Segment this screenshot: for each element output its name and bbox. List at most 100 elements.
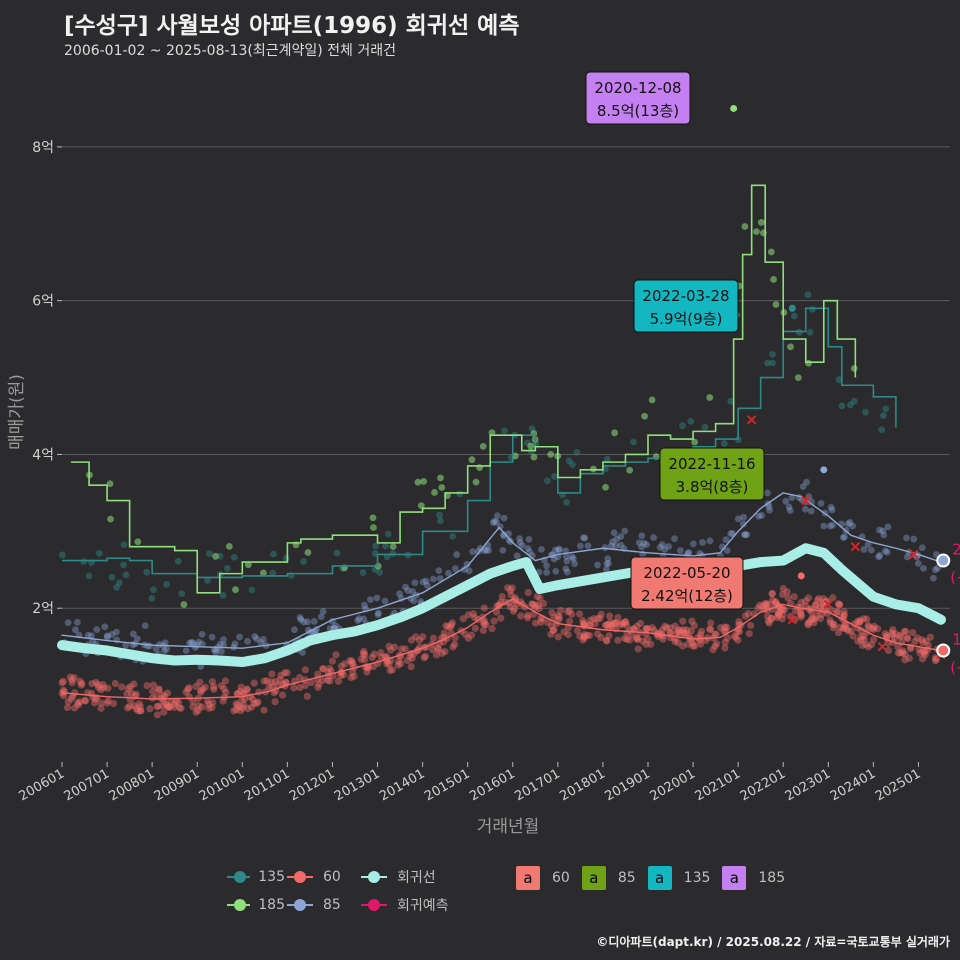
scatter-point-60 xyxy=(296,673,304,682)
scatter-point-60 xyxy=(464,634,472,642)
scatter-point-85 xyxy=(182,647,190,655)
scatter-point-60 xyxy=(811,615,819,623)
scatter-point-60 xyxy=(688,639,697,647)
scatter-point-60 xyxy=(860,615,868,623)
scatter-point-85 xyxy=(402,583,409,591)
scatter-point-85 xyxy=(212,649,220,656)
scatter-point-60 xyxy=(924,641,932,650)
scatter-point-60 xyxy=(922,637,930,645)
scatter-point-135 xyxy=(223,565,231,572)
scatter-point-60 xyxy=(904,634,912,643)
scatter-point-60 xyxy=(684,640,692,648)
scatter-point-60 xyxy=(897,633,905,641)
scatter-point-60 xyxy=(623,621,631,630)
scatter-point-135 xyxy=(148,594,156,602)
scatter-point-60 xyxy=(911,637,919,646)
scatter-point-60 xyxy=(786,612,795,620)
scatter-point-60 xyxy=(735,627,744,636)
scatter-point-85 xyxy=(259,635,267,643)
scatter-point-60 xyxy=(614,636,622,644)
scatter-point-135 xyxy=(847,401,854,409)
scatter-point-60 xyxy=(744,610,752,618)
scatter-point-60 xyxy=(301,681,309,690)
scatter-point-60 xyxy=(377,649,385,657)
scatter-point-60 xyxy=(867,640,876,649)
scatter-point-60 xyxy=(550,613,558,622)
scatter-point-60 xyxy=(834,600,842,608)
x-tick-label: 202001 xyxy=(648,766,698,804)
scatter-point-60 xyxy=(240,701,248,709)
scatter-point-85 xyxy=(562,565,570,573)
scatter-point-60 xyxy=(544,618,552,626)
scatter-point-60 xyxy=(492,608,501,616)
scatter-point-135 xyxy=(436,517,444,525)
scatter-point-135 xyxy=(384,530,392,538)
scatter-point-60 xyxy=(198,703,206,711)
scatter-point-60 xyxy=(278,691,287,699)
scatter-point-85 xyxy=(638,532,646,540)
scatter-point-60 xyxy=(170,700,179,708)
scatter-point-60 xyxy=(407,636,416,644)
scatter-point-60 xyxy=(564,608,572,616)
forecast-mark xyxy=(850,542,861,552)
scatter-point-60 xyxy=(64,698,72,706)
scatter-point-60 xyxy=(779,584,787,593)
scatter-point-85 xyxy=(607,542,615,550)
scatter-point-85 xyxy=(881,547,889,555)
scatter-point-85 xyxy=(918,544,926,552)
scatter-point-60 xyxy=(783,588,791,596)
scatter-point-135 xyxy=(205,550,213,558)
scatter-point-85 xyxy=(525,535,533,543)
scatter-point-60 xyxy=(81,697,90,705)
scatter-point-85 xyxy=(665,543,673,550)
scatter-point-60 xyxy=(804,619,812,627)
axes: 2억4억6억8억20060120070120080120090120100120… xyxy=(17,140,924,804)
scatter-point-60 xyxy=(386,666,394,675)
scatter-point-85 xyxy=(739,520,747,528)
chart-canvas: 2020-12-088.5억(13층)2022-03-285.9억(9층)202… xyxy=(7,71,960,837)
scatter-point-60 xyxy=(691,642,699,650)
annotation-label: 2022-05-20 2.42억(12층) xyxy=(630,556,805,610)
scatter-point-60 xyxy=(318,676,327,685)
scatter-point-60 xyxy=(759,602,767,610)
scatter-point-60 xyxy=(903,634,911,642)
legend-box-label: 60 xyxy=(552,870,570,886)
scatter-point-85 xyxy=(253,635,261,643)
scatter-point-135 xyxy=(376,568,384,576)
scatter-point-85 xyxy=(571,560,579,568)
scatter-point-60 xyxy=(869,625,878,634)
scatter-point-60 xyxy=(118,683,126,691)
scatter-point-60 xyxy=(210,683,218,691)
scatter-point-60 xyxy=(420,654,428,662)
scatter-point-60 xyxy=(565,607,574,615)
scatter-point-60 xyxy=(332,651,340,659)
legend-box-swatch: a xyxy=(647,866,672,890)
scatter-point-135 xyxy=(270,550,277,558)
scatter-point-60 xyxy=(408,654,416,662)
scatter-point-60 xyxy=(244,705,252,713)
scatter-point-60 xyxy=(576,632,584,640)
scatter-point-60 xyxy=(401,645,409,653)
scatter-point-60 xyxy=(505,599,513,607)
scatter-point-60 xyxy=(197,688,205,696)
scatter-point-60 xyxy=(642,625,650,633)
scatter-point-185 xyxy=(438,484,446,491)
scatter-point-60 xyxy=(611,619,619,628)
scatter-point-85 xyxy=(841,533,848,541)
scatter-point-85 xyxy=(436,575,444,582)
scatter-point-60 xyxy=(97,686,105,694)
scatter-point-60 xyxy=(774,610,782,618)
scatter-point-60 xyxy=(894,643,902,651)
scatter-point-60 xyxy=(899,647,907,655)
scatter-point-60 xyxy=(604,620,612,628)
scatter-point-85 xyxy=(360,615,368,623)
scatter-point-60 xyxy=(268,670,276,678)
scatter-point-60 xyxy=(579,616,587,625)
scatter-point-60 xyxy=(735,621,743,629)
scatter-point-185 xyxy=(691,438,699,446)
scatter-point-60 xyxy=(146,705,154,713)
scatter-point-60 xyxy=(74,699,82,707)
scatter-point-85 xyxy=(251,633,259,640)
scatter-point-85 xyxy=(799,483,807,490)
scatter-point-60 xyxy=(860,635,868,643)
